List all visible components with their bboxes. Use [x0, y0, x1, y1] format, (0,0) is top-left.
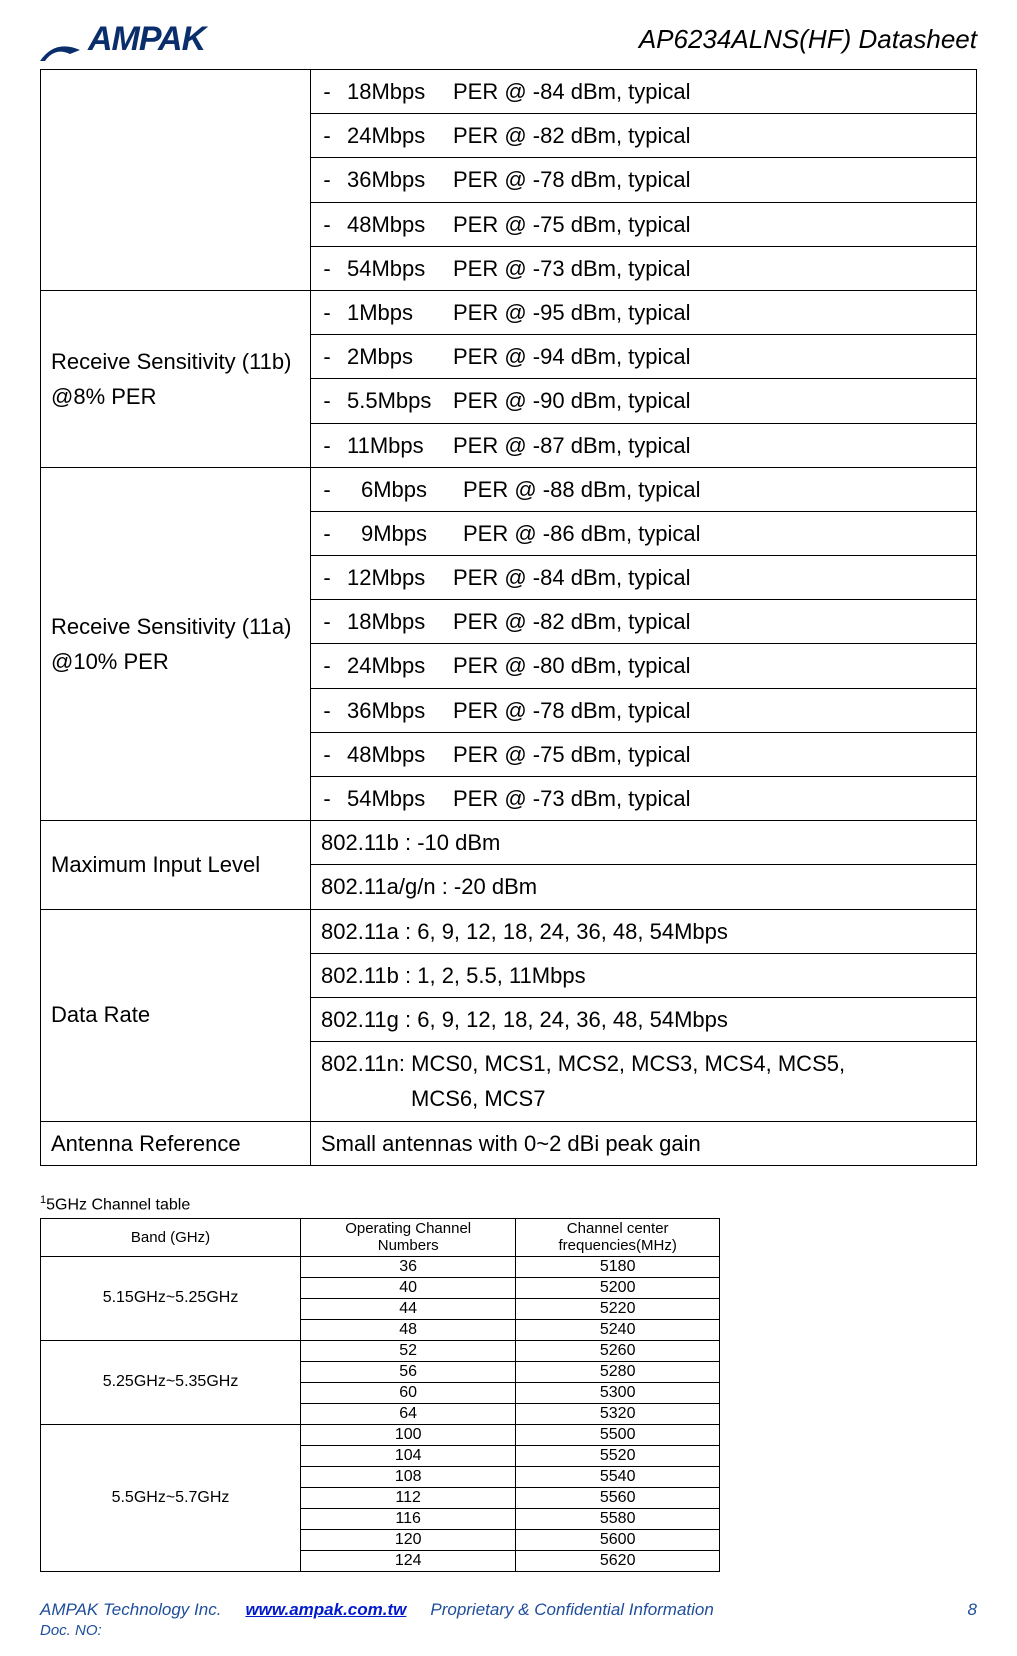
footer-page-number: 8 — [968, 1600, 977, 1620]
channel-cell: 56 — [301, 1361, 516, 1382]
page: AMPAK AP6234ALNS(HF) Datasheet -18MbpsPE… — [0, 0, 1017, 1649]
spec-value-cell: 802.11a : 6, 9, 12, 18, 24, 36, 48, 54Mb… — [311, 909, 977, 953]
channel-cell: 100 — [301, 1424, 516, 1445]
freq-cell: 5600 — [516, 1529, 720, 1550]
channel-cell: 124 — [301, 1550, 516, 1571]
channel-cell: 60 — [301, 1382, 516, 1403]
band-cell: 5.5GHz~5.7GHz — [41, 1424, 301, 1571]
spec-value-cell: Small antennas with 0~2 dBi peak gain — [311, 1121, 977, 1165]
logo-swoosh-icon — [40, 32, 84, 50]
channel-table: Band (GHz) Operating ChannelNumbers Chan… — [40, 1218, 720, 1572]
page-header: AMPAK AP6234ALNS(HF) Datasheet — [40, 20, 977, 59]
spec-value-cell: -48MbpsPER @ -75 dBm, typical — [311, 202, 977, 246]
spec-value-cell: -9MbpsPER @ -86 dBm, typical — [311, 511, 977, 555]
spec-label-cell: Maximum Input Level — [41, 821, 311, 909]
spec-value-cell: -36MbpsPER @ -78 dBm, typical — [311, 158, 977, 202]
channel-cell: 44 — [301, 1298, 516, 1319]
freq-cell: 5620 — [516, 1550, 720, 1571]
spec-label-cell: Receive Sensitivity (11a)@10% PER — [41, 467, 311, 821]
spec-value-cell: -54MbpsPER @ -73 dBm, typical — [311, 777, 977, 821]
channel-cell: 40 — [301, 1277, 516, 1298]
channel-cell: 52 — [301, 1340, 516, 1361]
table-row: 5.5GHz~5.7GHz1005500 — [41, 1424, 720, 1445]
freq-cell: 5200 — [516, 1277, 720, 1298]
spec-value-cell: 802.11a/g/n : -20 dBm — [311, 865, 977, 909]
channel-table-title: 15GHz Channel table — [40, 1194, 977, 1214]
channel-cell: 112 — [301, 1487, 516, 1508]
band-cell: 5.15GHz~5.25GHz — [41, 1256, 301, 1340]
col-center-freq: Channel centerfrequencies(MHz) — [516, 1219, 720, 1257]
freq-cell: 5280 — [516, 1361, 720, 1382]
channel-cell: 36 — [301, 1256, 516, 1277]
spec-value-cell: -48MbpsPER @ -75 dBm, typical — [311, 732, 977, 776]
spec-value-cell: -24MbpsPER @ -80 dBm, typical — [311, 644, 977, 688]
col-op-channel: Operating ChannelNumbers — [301, 1219, 516, 1257]
table-row: 5.25GHz~5.35GHz525260 — [41, 1340, 720, 1361]
spec-value-cell: -6MbpsPER @ -88 dBm, typical — [311, 467, 977, 511]
spec-value-cell: -54MbpsPER @ -73 dBm, typical — [311, 246, 977, 290]
freq-cell: 5520 — [516, 1445, 720, 1466]
spec-value-cell: -11MbpsPER @ -87 dBm, typical — [311, 423, 977, 467]
spec-label-cell — [41, 70, 311, 291]
spec-value-cell: -5.5MbpsPER @ -90 dBm, typical — [311, 379, 977, 423]
freq-cell: 5560 — [516, 1487, 720, 1508]
freq-cell: 5540 — [516, 1466, 720, 1487]
freq-cell: 5320 — [516, 1403, 720, 1424]
col-band: Band (GHz) — [41, 1219, 301, 1257]
freq-cell: 5300 — [516, 1382, 720, 1403]
spec-value-cell: -18MbpsPER @ -82 dBm, typical — [311, 600, 977, 644]
specs-table: -18MbpsPER @ -84 dBm, typical-24MbpsPER … — [40, 69, 977, 1166]
spec-value-cell: 802.11n: MCS0, MCS1, MCS2, MCS3, MCS4, M… — [311, 1042, 977, 1121]
table-row: 5.15GHz~5.25GHz365180 — [41, 1256, 720, 1277]
document-title: AP6234ALNS(HF) Datasheet — [639, 24, 977, 55]
footer-link[interactable]: www.ampak.com.tw — [245, 1600, 406, 1620]
spec-label-cell: Antenna Reference — [41, 1121, 311, 1165]
spec-value-cell: -24MbpsPER @ -82 dBm, typical — [311, 114, 977, 158]
footer-company: AMPAK Technology Inc. — [40, 1600, 221, 1620]
freq-cell: 5240 — [516, 1319, 720, 1340]
freq-cell: 5580 — [516, 1508, 720, 1529]
spec-value-cell: -12MbpsPER @ -84 dBm, typical — [311, 556, 977, 600]
channel-cell: 120 — [301, 1529, 516, 1550]
band-cell: 5.25GHz~5.35GHz — [41, 1340, 301, 1424]
channel-cell: 48 — [301, 1319, 516, 1340]
spec-value-cell: 802.11b : 1, 2, 5.5, 11Mbps — [311, 953, 977, 997]
channel-cell: 104 — [301, 1445, 516, 1466]
spec-value-cell: 802.11b : -10 dBm — [311, 821, 977, 865]
spec-value-cell: 802.11g : 6, 9, 12, 18, 24, 36, 48, 54Mb… — [311, 997, 977, 1041]
brand-logo: AMPAK — [40, 20, 205, 59]
spec-label-cell: Receive Sensitivity (11b)@8% PER — [41, 290, 311, 467]
freq-cell: 5260 — [516, 1340, 720, 1361]
channel-cell: 116 — [301, 1508, 516, 1529]
spec-label-cell: Data Rate — [41, 909, 311, 1121]
footer-confidential: Proprietary & Confidential Information — [430, 1600, 713, 1620]
freq-cell: 5500 — [516, 1424, 720, 1445]
spec-value-cell: -1MbpsPER @ -95 dBm, typical — [311, 290, 977, 334]
spec-value-cell: -36MbpsPER @ -78 dBm, typical — [311, 688, 977, 732]
spec-value-cell: -18MbpsPER @ -84 dBm, typical — [311, 70, 977, 114]
channel-cell: 64 — [301, 1403, 516, 1424]
freq-cell: 5180 — [516, 1256, 720, 1277]
brand-text: AMPAK — [88, 20, 205, 58]
channel-cell: 108 — [301, 1466, 516, 1487]
freq-cell: 5220 — [516, 1298, 720, 1319]
footer-docno: Doc. NO: — [40, 1622, 977, 1639]
spec-value-cell: -2MbpsPER @ -94 dBm, typical — [311, 335, 977, 379]
page-footer: AMPAK Technology Inc. www.ampak.com.tw P… — [40, 1600, 977, 1620]
